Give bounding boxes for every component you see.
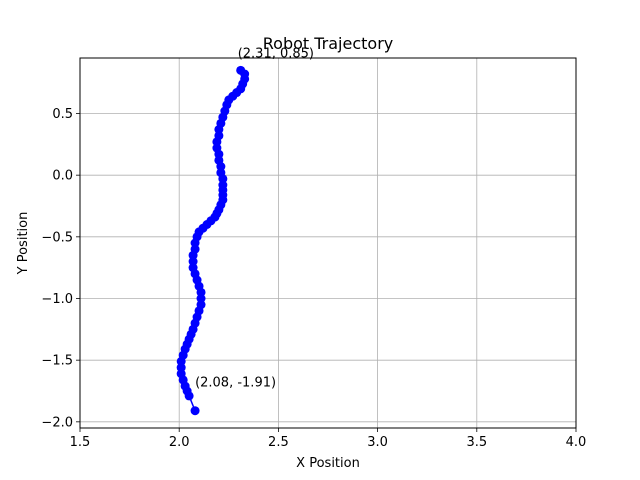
x-tick-label: 4.0	[566, 435, 587, 450]
x-tick-label: 3.5	[466, 435, 487, 450]
y-tick-label: −1.5	[41, 354, 73, 369]
y-tick-label: 0.0	[52, 169, 73, 184]
trajectory-point	[190, 406, 200, 416]
end-point-annotation: (2.31, 0.85)	[238, 46, 314, 61]
trajectory-point	[188, 250, 198, 260]
trajectory-point	[190, 238, 200, 248]
y-tick-label: −0.5	[41, 230, 73, 245]
trajectory-point	[196, 287, 206, 297]
trajectory-point	[176, 363, 186, 373]
y-axis-label: Y Position	[16, 212, 31, 276]
trajectory-point	[188, 257, 198, 266]
x-tick-label: 3.0	[367, 435, 388, 450]
start-point-annotation: (2.08, -1.91)	[195, 376, 276, 391]
y-tick-label: −1.0	[41, 292, 73, 307]
trajectory-series	[176, 65, 250, 416]
x-axis-label: X Position	[296, 456, 360, 471]
trajectory-point	[214, 125, 224, 135]
x-tick-label: 2.0	[169, 435, 190, 450]
trajectory-point	[176, 356, 186, 366]
trajectory-point	[196, 294, 206, 303]
trajectory-point	[184, 391, 194, 401]
trajectory-point	[212, 137, 222, 147]
x-tick-label: 1.5	[70, 435, 91, 450]
y-tick-label: 0.5	[52, 107, 73, 122]
annotations: (2.31, 0.85) (2.08, -1.91)	[195, 46, 314, 390]
trajectory-point	[218, 174, 228, 184]
y-tick-label: −2.0	[41, 415, 73, 430]
x-tick-label: 2.5	[268, 435, 289, 450]
trajectory-point	[216, 162, 226, 172]
trajectory-point	[214, 149, 224, 159]
chart-title: Robot Trajectory	[263, 34, 394, 53]
plot-frame	[79, 57, 577, 429]
axis-ticks: 1.5 2.0 2.5 3.0 3.5 4.0 −2.0 −1.5 −1.0 −0.5 0.0 0.5	[41, 107, 586, 450]
